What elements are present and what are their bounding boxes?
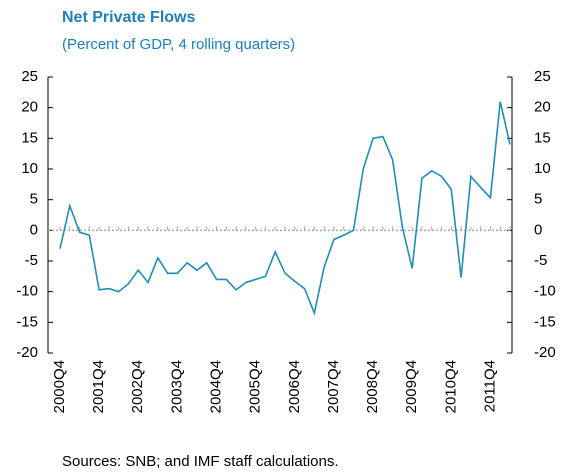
x-tick-label: 2001Q4 <box>90 360 107 413</box>
y2-tick-label: 25 <box>534 68 551 85</box>
x-tick-label: 2004Q4 <box>207 360 224 413</box>
x-tick-label: 2008Q4 <box>364 360 381 413</box>
x-tick-label: 2010Q4 <box>442 360 459 413</box>
x-tick-label: 2005Q4 <box>247 360 264 413</box>
x-tick-label: 2002Q4 <box>129 360 146 413</box>
y-tick-label: -5 <box>25 252 38 269</box>
source-note: Sources: SNB; and IMF staff calculations… <box>62 453 339 470</box>
data-line <box>59 101 511 316</box>
x-tick-label: 2000Q4 <box>51 360 68 413</box>
y2-tick-label: -15 <box>534 313 556 330</box>
y-tick-label: -10 <box>16 283 38 300</box>
y2-tick-label: 0 <box>534 221 542 238</box>
y2-tick-label: -5 <box>534 252 547 269</box>
x-tick-label: 2007Q4 <box>325 360 342 413</box>
x-tick-label: 2011Q4 <box>481 360 498 412</box>
y-tick-label: 5 <box>30 191 38 208</box>
y-tick-label: 15 <box>21 129 38 146</box>
chart-title: Net Private Flows <box>62 9 195 26</box>
x-tick-label: 2009Q4 <box>403 360 420 413</box>
y-tick-label: 20 <box>21 99 38 116</box>
y-tick-label: 10 <box>21 160 38 177</box>
y-tick-label: 25 <box>21 68 38 85</box>
y-tick-label: 0 <box>30 221 38 238</box>
x-tick-label: 2006Q4 <box>286 360 303 413</box>
y2-tick-label: 10 <box>534 160 551 177</box>
y2-tick-label: -20 <box>534 344 556 361</box>
y2-tick-label: 15 <box>534 129 551 146</box>
y2-tick-label: -10 <box>534 283 556 300</box>
x-tick-label: 2003Q4 <box>168 360 185 413</box>
y2-tick-label: 5 <box>534 191 542 208</box>
chart-subtitle: (Percent of GDP, 4 rolling quarters) <box>62 36 295 53</box>
y2-tick-label: 20 <box>534 99 551 116</box>
y-tick-label: -20 <box>16 344 38 361</box>
y-tick-label: -15 <box>16 313 38 330</box>
